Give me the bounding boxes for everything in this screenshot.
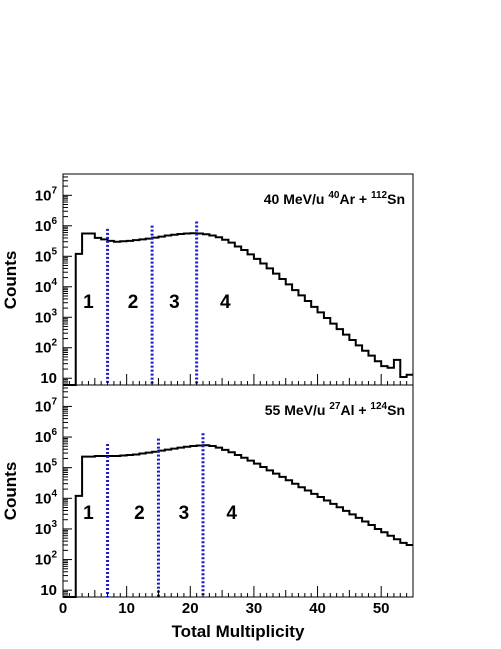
bottom-x-ticks <box>62 586 414 597</box>
x-tick-label: 40 <box>309 600 326 617</box>
x-axis-title: Total Multiplicity <box>172 622 305 641</box>
region-label: 1 <box>83 292 94 313</box>
bottom-histogram-line <box>63 444 413 598</box>
x-tick-labels: 0 10 20 30 40 50 <box>59 600 390 617</box>
y-tick-label: 102 <box>35 550 58 569</box>
histogram-step-path <box>63 444 413 598</box>
bottom-panel: 1 2 3 4 10 102 103 104 105 106 107 55 MeV/u 27Al … <box>1 384 414 599</box>
x-tick-label: 10 <box>118 600 135 617</box>
top-cut-lines <box>106 221 199 385</box>
top-x-ticks <box>62 374 414 385</box>
y-tick-label: 104 <box>35 277 58 296</box>
y-tick-label: 103 <box>35 307 58 326</box>
bottom-panel-title: 55 MeV/u 27Al + 124Sn <box>265 401 405 418</box>
x-tick-label: 30 <box>246 600 263 617</box>
region-label: 4 <box>226 503 237 524</box>
region-label: 2 <box>128 292 139 313</box>
y-tick-label: 10 <box>40 370 57 387</box>
y-tick-label: 107 <box>35 185 58 204</box>
histogram-step-path <box>63 232 413 386</box>
bottom-region-labels: 1 2 3 4 <box>83 503 237 524</box>
y-tick-label: 107 <box>35 396 58 415</box>
y-tick-label: 106 <box>35 216 58 235</box>
x-tick-label: 20 <box>182 600 199 617</box>
bottom-y-axis-title: Counts <box>1 462 20 521</box>
region-label: 1 <box>83 503 94 524</box>
top-panel: 1 2 3 4 10 102 103 104 105 106 107 40 MeV/u 40Ar … <box>1 173 414 387</box>
top-histogram-line <box>63 232 413 386</box>
x-tick-label: 50 <box>373 600 390 617</box>
y-tick-label: 102 <box>35 338 58 357</box>
bottom-cut-lines <box>106 433 205 597</box>
top-y-ticks: 10 102 103 104 105 106 107 <box>35 173 72 387</box>
y-tick-label: 103 <box>35 519 58 538</box>
y-tick-label: 105 <box>35 458 58 477</box>
region-label: 3 <box>169 292 180 313</box>
bottom-plot-frame <box>62 384 414 598</box>
bottom-y-ticks: 10 102 103 104 105 106 107 <box>35 384 72 599</box>
y-tick-label: 104 <box>35 488 58 507</box>
y-tick-label: 106 <box>35 427 58 446</box>
top-y-axis-title: Counts <box>1 251 20 310</box>
y-tick-label: 10 <box>40 582 57 599</box>
region-label: 4 <box>220 292 231 313</box>
top-panel-title: 40 MeV/u 40Ar + 112Sn <box>264 190 405 207</box>
region-label: 2 <box>134 503 145 524</box>
top-region-labels: 1 2 3 4 <box>83 292 231 313</box>
region-label: 3 <box>179 503 190 524</box>
x-tick-label: 0 <box>59 600 67 617</box>
y-tick-label: 105 <box>35 246 58 265</box>
